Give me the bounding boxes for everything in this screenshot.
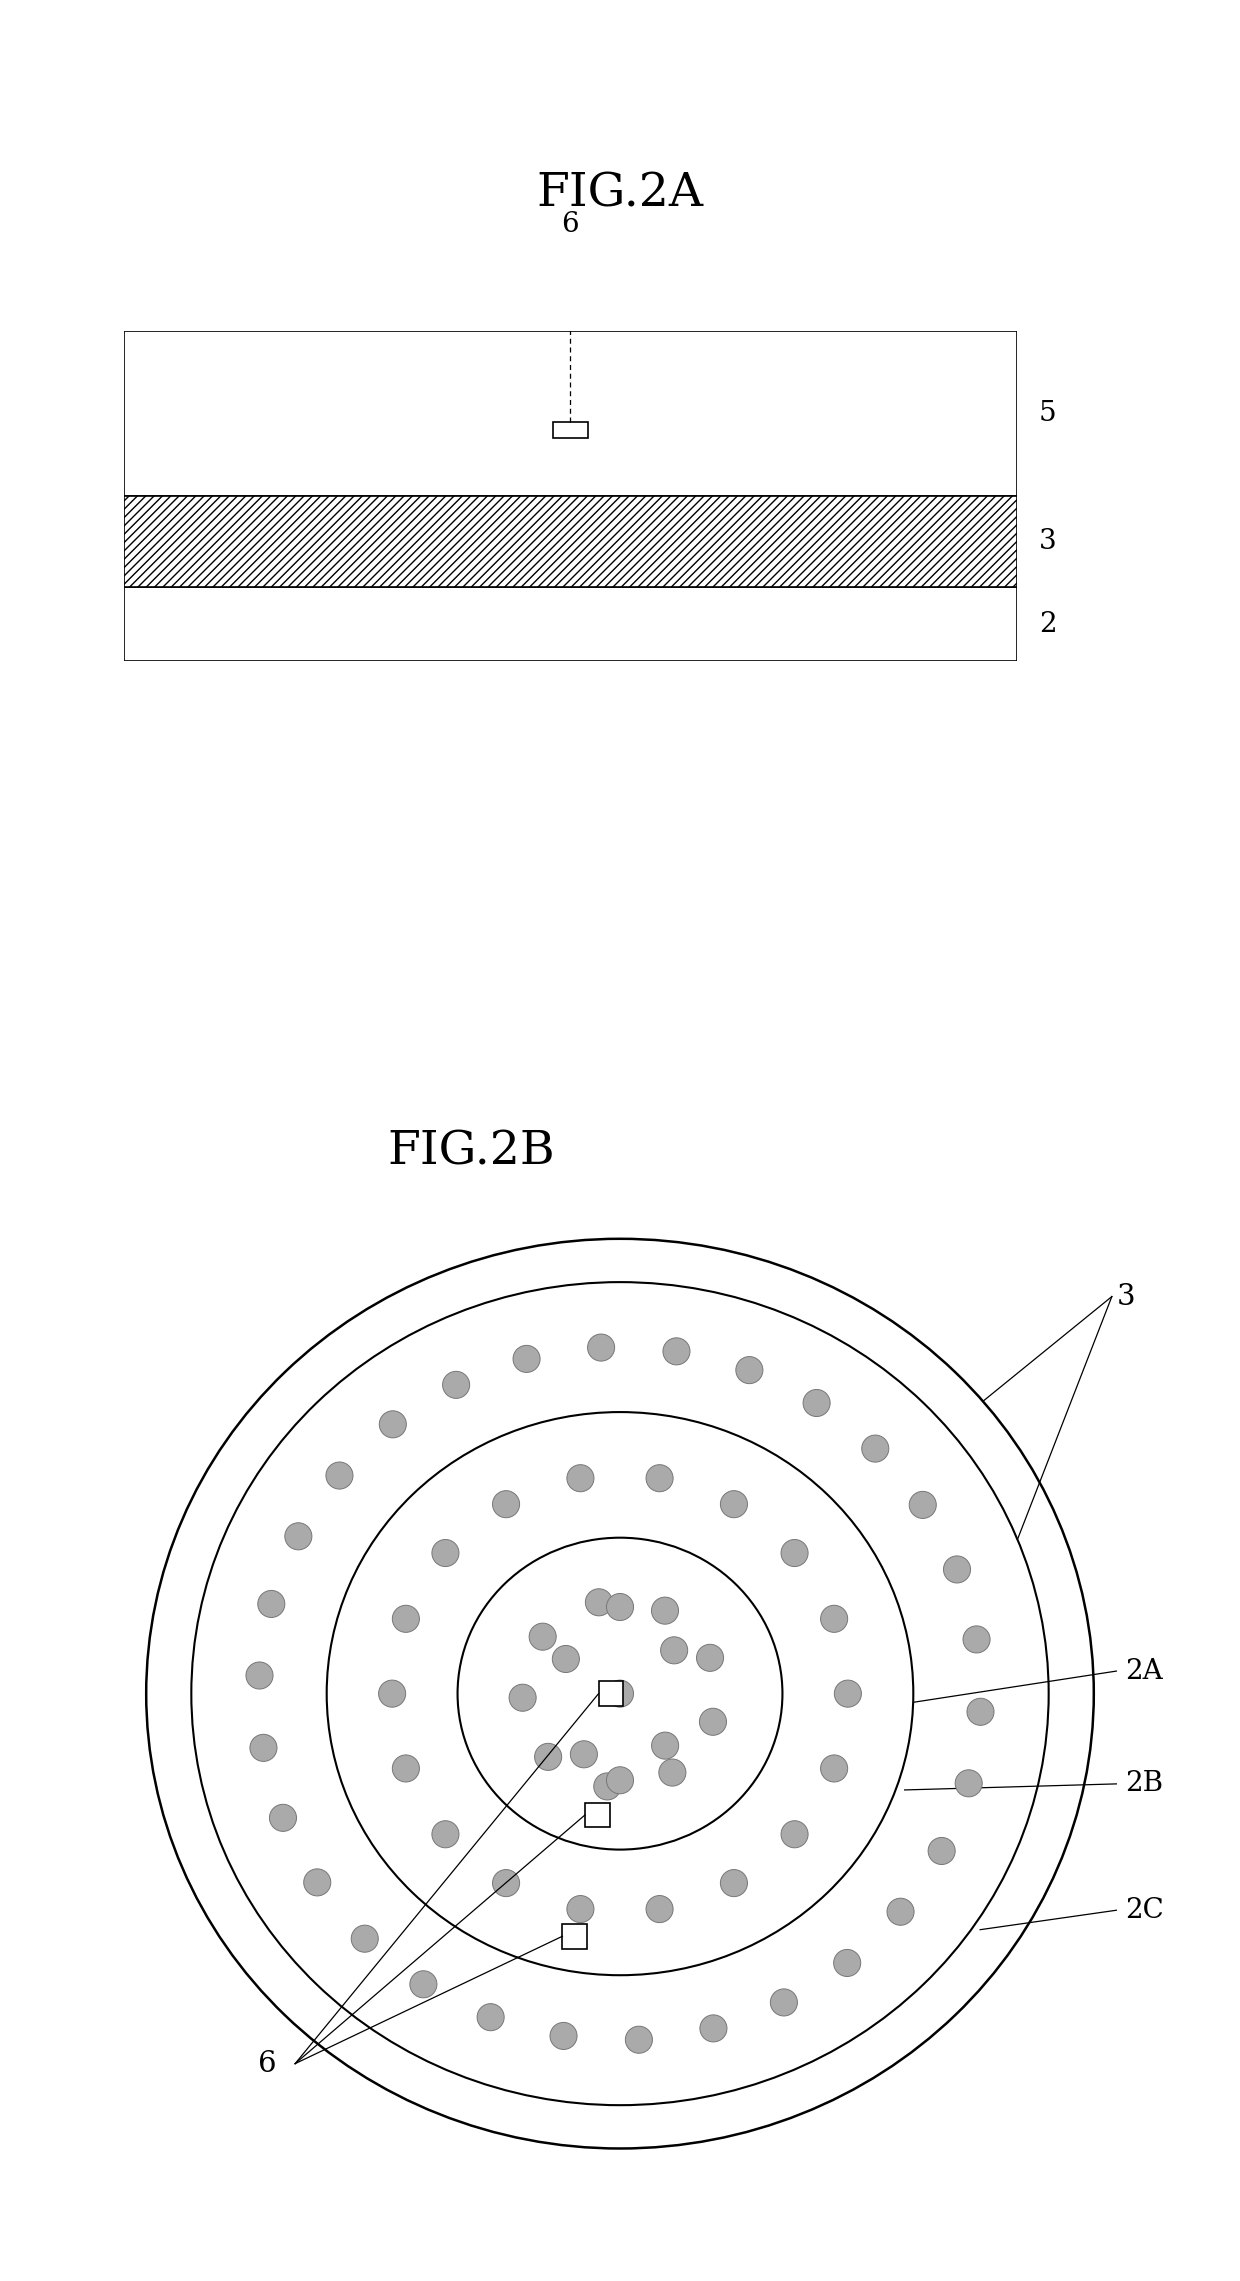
Bar [124, 331, 1017, 497]
Circle shape [720, 1870, 748, 1896]
Circle shape [552, 1645, 579, 1672]
Circle shape [551, 2023, 577, 2048]
Circle shape [625, 2026, 652, 2053]
Ellipse shape [146, 1239, 1094, 2149]
Circle shape [781, 1820, 808, 1848]
Circle shape [570, 1740, 598, 1768]
Ellipse shape [458, 1537, 782, 1850]
Ellipse shape [191, 1282, 1049, 2105]
Circle shape [663, 1339, 689, 1364]
Circle shape [699, 2014, 727, 2041]
Circle shape [735, 1357, 763, 1385]
Circle shape [492, 1492, 520, 1517]
Circle shape [285, 1524, 312, 1549]
Circle shape [646, 1896, 673, 1923]
Text: 5: 5 [1039, 399, 1056, 427]
Circle shape [781, 1540, 808, 1567]
Circle shape [835, 1681, 862, 1706]
Text: 2: 2 [1039, 611, 1056, 639]
Circle shape [432, 1540, 459, 1567]
Circle shape [606, 1681, 634, 1706]
Circle shape [588, 1334, 615, 1362]
Circle shape [862, 1435, 889, 1462]
Circle shape [585, 1590, 613, 1615]
Circle shape [658, 1759, 686, 1786]
Circle shape [821, 1754, 848, 1781]
Circle shape [534, 1743, 562, 1770]
Circle shape [379, 1410, 407, 1437]
Circle shape [351, 1925, 378, 1953]
Bar [124, 586, 1017, 661]
Circle shape [443, 1371, 470, 1398]
Circle shape [646, 1464, 673, 1492]
Ellipse shape [326, 1412, 914, 1975]
Text: 6: 6 [562, 212, 579, 237]
Circle shape [963, 1626, 990, 1654]
Circle shape [269, 1804, 296, 1832]
Text: 2C: 2C [1126, 1898, 1164, 1923]
Circle shape [720, 1492, 748, 1517]
Circle shape [246, 1663, 273, 1688]
Circle shape [326, 1462, 353, 1489]
Bar [553, 422, 588, 438]
Circle shape [661, 1638, 688, 1663]
Circle shape [392, 1606, 419, 1633]
Bar [585, 1802, 610, 1827]
Circle shape [258, 1590, 285, 1617]
Text: 2A: 2A [1126, 1658, 1163, 1686]
Circle shape [594, 1772, 621, 1800]
Circle shape [378, 1681, 405, 1706]
Bar [599, 1681, 624, 1706]
Circle shape [651, 1731, 678, 1759]
Bar [124, 497, 1017, 586]
Text: FIG.2B: FIG.2B [387, 1129, 556, 1175]
Circle shape [651, 1597, 678, 1624]
Circle shape [492, 1870, 520, 1896]
Circle shape [804, 1389, 830, 1417]
Circle shape [928, 1838, 955, 1864]
Circle shape [606, 1594, 634, 1620]
Circle shape [513, 1346, 541, 1373]
Circle shape [606, 1768, 634, 1793]
Circle shape [529, 1624, 557, 1649]
Circle shape [833, 1950, 861, 1978]
Text: 6: 6 [258, 2051, 277, 2078]
Circle shape [821, 1606, 848, 1633]
Circle shape [944, 1556, 971, 1583]
Text: 3: 3 [1116, 1282, 1135, 1312]
Circle shape [304, 1868, 331, 1896]
Circle shape [699, 1708, 727, 1736]
Circle shape [392, 1754, 419, 1781]
Text: 3: 3 [1039, 529, 1056, 554]
Circle shape [477, 2003, 505, 2030]
Circle shape [250, 1734, 277, 1761]
Circle shape [432, 1820, 459, 1848]
Circle shape [955, 1770, 982, 1797]
Circle shape [510, 1683, 536, 1711]
Circle shape [967, 1699, 994, 1724]
Circle shape [909, 1492, 936, 1519]
Circle shape [567, 1896, 594, 1923]
Text: 2B: 2B [1126, 1770, 1163, 1797]
Circle shape [770, 1989, 797, 2016]
Text: FIG.2A: FIG.2A [537, 171, 703, 217]
Circle shape [410, 1971, 436, 1998]
Circle shape [567, 1464, 594, 1492]
Circle shape [887, 1898, 914, 1925]
Bar [563, 1923, 588, 1948]
Circle shape [697, 1645, 724, 1672]
